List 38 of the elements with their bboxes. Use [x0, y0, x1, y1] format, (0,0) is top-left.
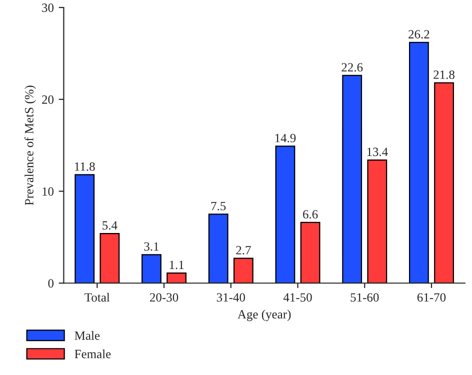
data-label: 22.6	[342, 63, 363, 72]
bar	[408, 42, 429, 284]
bar	[367, 159, 388, 284]
data-label: 7.5	[211, 202, 226, 210]
bar	[74, 174, 95, 284]
data-label: 3.1	[144, 242, 159, 251]
x-tick-label: Total	[84, 292, 110, 302]
data-label: 14.9	[275, 134, 296, 142]
data-label: 2.7	[236, 246, 251, 254]
bar	[142, 254, 162, 284]
y-tick-label: 20	[42, 95, 54, 104]
data-label: 26.2	[408, 30, 430, 39]
y-axis-title: Prevalence of MetS (%)	[24, 86, 36, 206]
data-label: 5.4	[102, 221, 118, 230]
x-tick-label: 31-40	[216, 293, 245, 302]
data-label: 6.6	[303, 210, 318, 219]
legend-label: Male	[74, 331, 100, 340]
bar	[300, 222, 320, 284]
data-label: 11.8	[75, 162, 95, 171]
bar	[342, 74, 362, 284]
bar	[275, 146, 296, 284]
bar	[233, 258, 254, 284]
data-label: 13.4	[367, 148, 388, 156]
x-tick-label: 20-30	[150, 293, 178, 302]
bar	[166, 272, 187, 284]
x-tick-label: 51-60	[350, 293, 379, 302]
bar	[434, 82, 454, 284]
x-tick-label: 41-50	[283, 293, 312, 302]
x-axis-title: Age (year)	[238, 310, 291, 322]
y-tick-label: 10	[42, 187, 54, 196]
y-tick-label: 0	[48, 279, 54, 288]
data-label: 1.1	[170, 260, 184, 270]
bar	[100, 232, 120, 284]
y-tick-label: 30	[42, 4, 54, 12]
data-label: 21.8	[434, 70, 454, 79]
x-tick-label: 61-70	[417, 293, 446, 302]
legend-label: Female	[74, 349, 111, 358]
bar	[208, 214, 228, 284]
